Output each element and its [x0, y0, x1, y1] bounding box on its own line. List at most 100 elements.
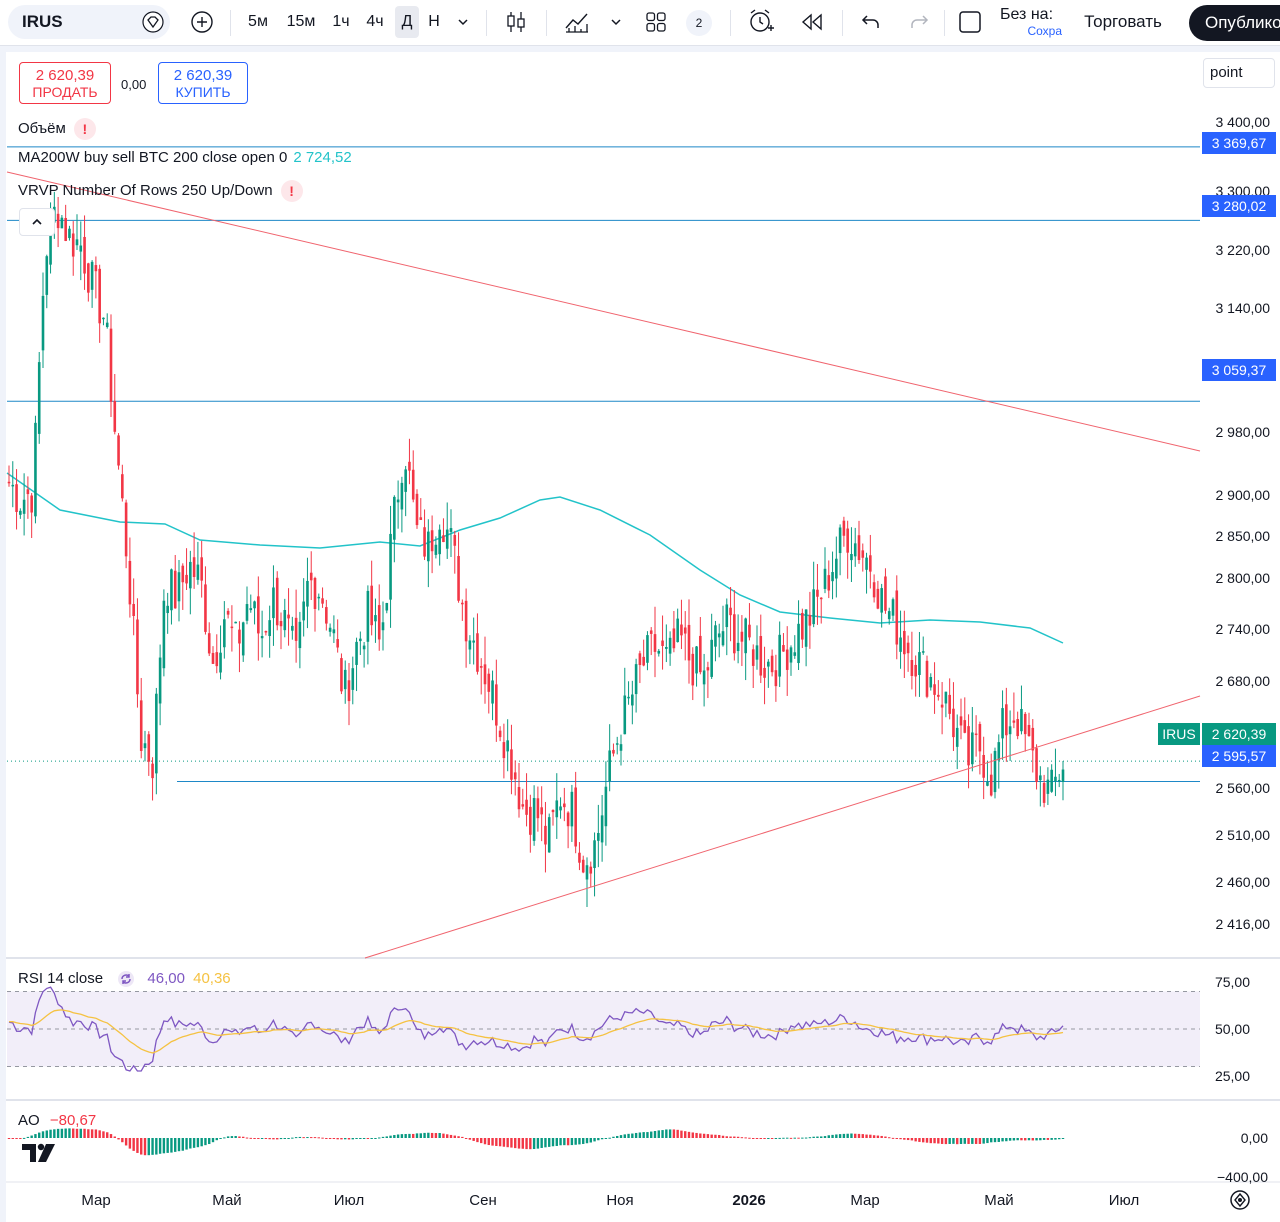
ao-bar	[638, 1132, 642, 1138]
top-toolbar: IRUS 5м 15м 1ч 4ч Д Н 2 Без на:	[0, 0, 1280, 46]
ao-bar	[891, 1137, 895, 1139]
buy-button[interactable]: 2 620,39 КУПИТЬ	[158, 62, 248, 104]
ao-bar	[446, 1134, 449, 1138]
sell-button[interactable]: 2 620,39 ПРОДАТЬ	[19, 62, 111, 104]
candle-body	[804, 609, 808, 647]
candle-body	[362, 645, 366, 650]
ao-bar	[302, 1137, 305, 1139]
candle-body	[581, 859, 585, 873]
ao-bar	[94, 1129, 98, 1138]
candle-body	[438, 529, 441, 555]
ao-bar	[298, 1136, 302, 1138]
ao-tick-label: 0,00	[1241, 1130, 1268, 1146]
layout-count-badge[interactable]: 2	[686, 10, 712, 36]
interval-4h[interactable]: 4ч	[366, 13, 384, 30]
ao-bar	[495, 1138, 498, 1146]
candle-body	[865, 557, 868, 570]
ao-bar	[480, 1138, 483, 1144]
ao-bar	[279, 1138, 283, 1140]
candle-body	[680, 624, 683, 636]
interval-15m[interactable]: 15м	[286, 13, 316, 30]
settings-gear-icon[interactable]	[1228, 1188, 1252, 1212]
ao-bar	[321, 1137, 324, 1139]
symbol-search[interactable]: IRUS	[8, 5, 170, 39]
intervals-dropdown[interactable]	[452, 6, 474, 38]
candle-body	[986, 781, 989, 786]
indicators-icon	[565, 13, 588, 33]
redo-button[interactable]	[904, 6, 934, 38]
ma-value: 2 724,52	[293, 149, 352, 166]
undo-button[interactable]	[856, 6, 886, 38]
candle-body	[933, 684, 936, 695]
ao-bar	[1039, 1138, 1042, 1141]
replay-button[interactable]	[796, 6, 828, 38]
ao-bar	[174, 1138, 177, 1152]
legend-ma[interactable]: MA200W buy sell BTC 200 close open 0 2 72…	[18, 149, 352, 166]
candle-body	[60, 217, 64, 229]
ao-bar	[593, 1138, 596, 1142]
sync-icon[interactable]	[117, 970, 135, 988]
ao-bar	[30, 1135, 33, 1138]
ao-bar	[937, 1138, 940, 1144]
warning-icon[interactable]: !	[73, 118, 96, 140]
ao-bar	[665, 1129, 668, 1138]
chart-type-button[interactable]	[500, 6, 532, 38]
candle-body	[1008, 726, 1012, 735]
ao-bar	[151, 1138, 154, 1155]
indicators-dropdown[interactable]	[606, 6, 626, 38]
rsi-label: RSI 14 close	[18, 970, 104, 987]
candle-body	[623, 695, 627, 735]
ao-bar	[789, 1137, 793, 1139]
ao-bar	[551, 1138, 555, 1147]
candle-body	[260, 636, 264, 639]
ao-bar	[238, 1136, 241, 1138]
layout-save-menu[interactable]: Без на: Сохра	[1000, 6, 1062, 42]
ao-bar	[26, 1136, 30, 1138]
candle-body	[1035, 748, 1038, 783]
ao-bar	[816, 1136, 819, 1138]
diamond-icon[interactable]	[142, 11, 164, 33]
legend-collapse-button[interactable]	[19, 208, 55, 236]
candle-body	[226, 610, 230, 615]
ao-bar	[268, 1138, 271, 1140]
ao-bar	[842, 1133, 846, 1138]
candle-body	[559, 806, 562, 811]
ao-bar	[102, 1131, 105, 1138]
publish-button[interactable]: Опублико	[1189, 5, 1280, 41]
legend-vrvp[interactable]: VRVP Number Of Rows 250 Up/Down!	[18, 180, 303, 202]
ao-bar	[982, 1138, 985, 1144]
warning-icon[interactable]: !	[280, 180, 303, 202]
price-scale-unit[interactable]: point	[1203, 58, 1275, 88]
interval-1h[interactable]: 1ч	[332, 13, 350, 30]
candle-body	[442, 535, 445, 543]
ao-bar	[34, 1134, 37, 1138]
ao-bar	[718, 1134, 721, 1138]
candle-body	[668, 637, 672, 654]
layout-button[interactable]	[640, 6, 672, 38]
ao-bar	[967, 1138, 970, 1144]
compare-add-button[interactable]	[188, 6, 216, 38]
tradingview-logo[interactable]	[22, 1142, 62, 1164]
ao-bar	[510, 1138, 513, 1148]
indicators-button[interactable]	[560, 6, 594, 38]
candle-body	[819, 597, 823, 600]
legend-volume[interactable]: Объём!	[18, 118, 96, 140]
candle-body	[359, 638, 362, 642]
interval-week[interactable]: Н	[428, 13, 440, 30]
legend-rsi[interactable]: RSI 14 close 46,00 40,36	[18, 970, 231, 988]
candle-body	[910, 659, 914, 676]
interval-day[interactable]: Д	[395, 6, 419, 38]
legend-ao[interactable]: AO −80,67	[18, 1112, 96, 1129]
ao-bar	[933, 1138, 936, 1144]
trade-button[interactable]: Торговать	[1066, 5, 1180, 39]
fullscreen-button[interactable]	[954, 6, 986, 38]
candle-body	[238, 629, 241, 644]
interval-5m[interactable]: 5м	[248, 13, 268, 30]
ao-bar	[204, 1138, 207, 1146]
ao-bar	[721, 1135, 725, 1138]
candle-body	[1046, 779, 1050, 794]
alert-button[interactable]	[744, 6, 778, 38]
ao-bar	[914, 1138, 917, 1142]
ao-bar	[748, 1137, 751, 1139]
